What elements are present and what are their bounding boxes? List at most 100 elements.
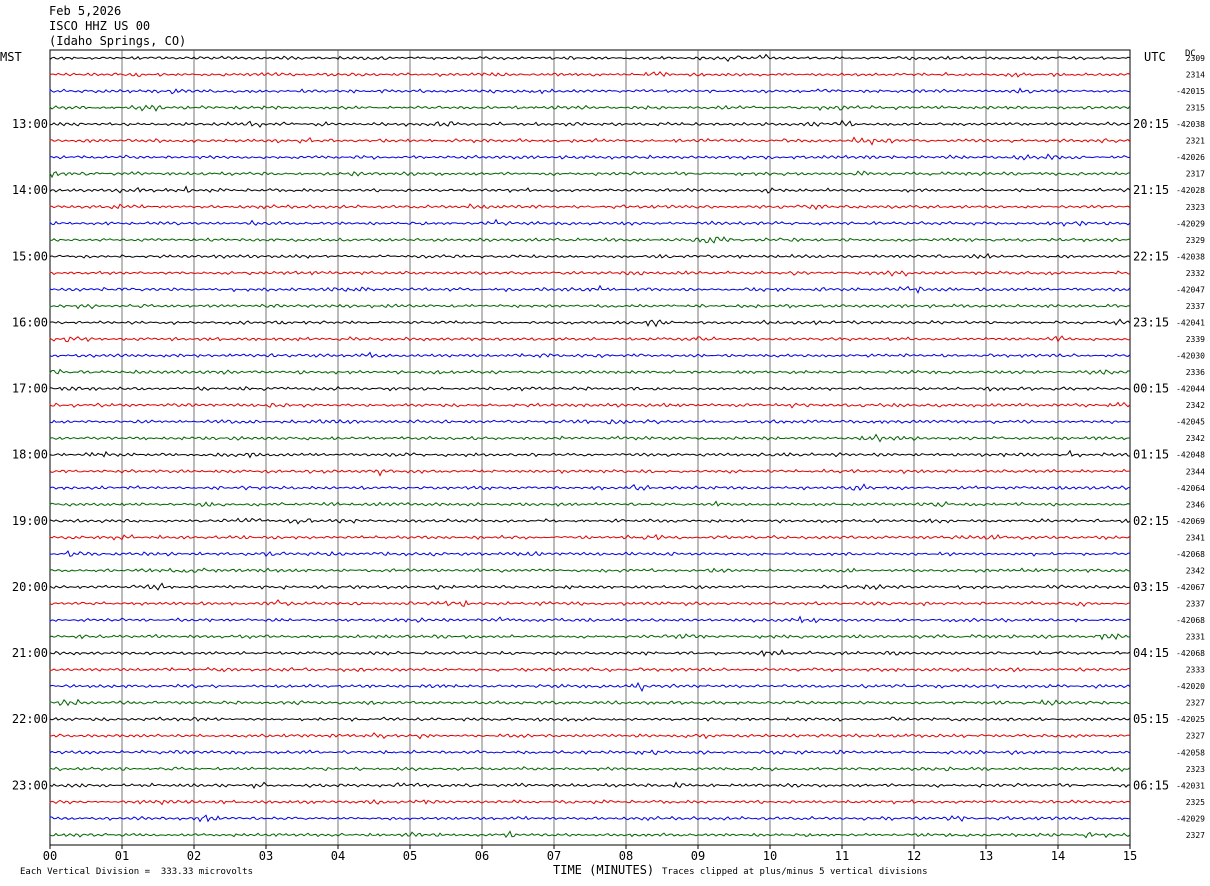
right-hour-label: 01:15 (1133, 448, 1169, 462)
dc-offset-label: -42068 (1176, 649, 1205, 658)
scale-note: Each Vertical Division = 333.33 microvol… (20, 867, 253, 877)
x-tick-label: 09 (691, 849, 705, 863)
x-tick-label: 10 (763, 849, 777, 863)
seismic-trace (49, 401, 1131, 409)
date-label: Feb 5,2026 (49, 4, 122, 18)
dc-offset-label: 2346 (1186, 500, 1205, 509)
seismic-trace (49, 830, 1131, 839)
dc-offset-label: -42045 (1176, 418, 1205, 427)
dc-offset-label: 2342 (1186, 566, 1205, 575)
dc-offset-label: -42038 (1176, 252, 1205, 261)
dc-offset-label: -42064 (1176, 484, 1205, 493)
dc-offset-label: 2341 (1186, 533, 1205, 542)
left-hour-label: 15:00 (12, 249, 48, 263)
dc-offset-label: -42029 (1176, 814, 1205, 823)
seismic-trace (49, 236, 1131, 244)
x-tick-label: 07 (547, 849, 561, 863)
seismic-trace (49, 550, 1131, 558)
dc-offset-label: -42026 (1176, 153, 1205, 162)
dc-offset-label: -42041 (1176, 318, 1205, 327)
seismic-trace (49, 104, 1131, 112)
x-tick-label: 08 (619, 849, 633, 863)
x-tick-label: 02 (187, 849, 201, 863)
seismic-trace (49, 53, 1131, 63)
seismic-trace (49, 698, 1131, 707)
left-hour-label: 22:00 (12, 712, 48, 726)
seismic-trace (49, 666, 1131, 673)
dc-offset-label: -42030 (1176, 352, 1205, 361)
dc-offset-label: 2342 (1186, 434, 1205, 443)
seismic-trace (49, 517, 1131, 525)
dc-offset-label: -42028 (1176, 186, 1205, 195)
x-tick-label: 13 (979, 849, 993, 863)
seismic-trace (49, 153, 1131, 161)
x-tick-label: 06 (475, 849, 489, 863)
seismic-trace (49, 419, 1131, 425)
seismic-trace (49, 351, 1131, 359)
x-axis-title: TIME (MINUTES) (553, 863, 655, 877)
seismic-trace (49, 70, 1131, 78)
dc-offset-label: -42038 (1176, 120, 1205, 129)
seismic-trace (49, 582, 1131, 591)
dc-offset-label: 2344 (1186, 467, 1205, 476)
seismic-trace (49, 599, 1131, 608)
right-hour-label: 00:15 (1133, 382, 1169, 396)
seismic-trace (49, 433, 1130, 443)
x-tick-label: 11 (835, 849, 849, 863)
seismic-trace (49, 749, 1131, 756)
left-hour-label: 13:00 (12, 117, 48, 131)
seismic-trace (49, 87, 1131, 95)
left-hour-label: 23:00 (12, 778, 48, 792)
dc-offset-label: 2342 (1186, 401, 1205, 410)
left-hour-label: 14:00 (12, 183, 48, 197)
dc-offset-label: 2337 (1186, 599, 1205, 608)
seismic-trace (49, 218, 1131, 227)
seismic-trace (49, 119, 1131, 128)
dc-offset-label: -42029 (1176, 219, 1205, 228)
right-hour-label: 05:15 (1133, 712, 1169, 726)
dc-offset-label: 2323 (1186, 203, 1205, 212)
right-hour-label: 23:15 (1133, 315, 1169, 329)
dc-offset-label: -42058 (1176, 748, 1205, 757)
dc-offset-label: 2317 (1186, 170, 1205, 179)
right-hour-label: 06:15 (1133, 778, 1169, 792)
seismic-trace (49, 136, 1131, 146)
right-hour-label: 02:15 (1133, 514, 1169, 528)
seismic-trace (49, 385, 1131, 392)
dc-offset-label: 2314 (1186, 71, 1205, 80)
chart-header: Feb 5,2026 ISCO HHZ US 00 (Idaho Springs… (49, 4, 186, 49)
left-timezone-label: MST (0, 50, 22, 64)
x-tick-label: 01 (115, 849, 129, 863)
seismic-trace (49, 252, 1131, 260)
seismic-trace (49, 185, 1131, 194)
dc-offset-label: -42031 (1176, 781, 1205, 790)
dc-offset-label: -42020 (1176, 682, 1205, 691)
seismic-trace (49, 814, 1131, 823)
seismic-trace (49, 468, 1131, 477)
seismic-trace (49, 483, 1131, 491)
left-hour-label: 21:00 (12, 646, 48, 660)
right-hour-label: 20:15 (1133, 117, 1169, 131)
x-tick-label: 03 (259, 849, 273, 863)
seismic-trace (49, 170, 1131, 179)
x-tick-label: 00 (43, 849, 57, 863)
right-hour-label: 04:15 (1133, 646, 1169, 660)
dc-offset-label: -42067 (1176, 583, 1205, 592)
location-label: (Idaho Springs, CO) (49, 34, 187, 48)
dc-offset-label: 2329 (1186, 236, 1205, 245)
left-hour-label: 18:00 (12, 448, 48, 462)
x-tick-label: 12 (907, 849, 921, 863)
dc-offset-label: -42047 (1176, 285, 1205, 294)
dc-offset-label: -42048 (1176, 451, 1205, 460)
seismic-trace (49, 716, 1131, 722)
dc-offset-label: -42015 (1176, 87, 1205, 96)
left-hour-label: 17:00 (12, 382, 48, 396)
seismic-trace (49, 766, 1131, 773)
right-hour-label: 03:15 (1133, 580, 1169, 594)
dc-offset-label: -42044 (1176, 385, 1205, 394)
seismic-trace (49, 335, 1130, 343)
seismic-trace (49, 318, 1131, 328)
x-tick-label: 15 (1123, 849, 1137, 863)
station-label: ISCO HHZ US 00 (49, 19, 151, 33)
seismic-trace (49, 449, 1131, 459)
